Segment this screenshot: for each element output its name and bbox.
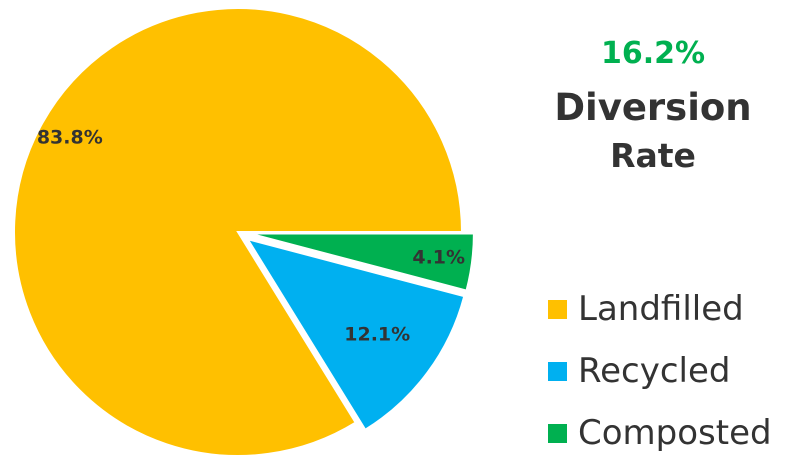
pie-slice-recycled <box>245 237 466 432</box>
legend-label-recycled: Recycled <box>578 351 731 391</box>
pie-label-recycled: 12.1% <box>344 324 410 346</box>
legend-item-recycled: Recycled <box>548 340 772 402</box>
legend-item-composted: Composted <box>548 402 772 464</box>
pie-slice-composted <box>249 232 475 292</box>
legend-item-landfilled: Landfilled <box>548 278 772 340</box>
legend-swatch-composted <box>548 423 567 443</box>
legend-label-composted: Composted <box>578 413 772 453</box>
legend-swatch-landfilled <box>548 299 567 319</box>
diversion-rate-value: 16.2% <box>600 36 706 71</box>
diversion-rate-title: Diversion <box>554 86 752 129</box>
legend: Landfilled Recycled Composted <box>548 278 772 464</box>
pie-slice-landfilled <box>13 7 464 457</box>
pie-label-composted: 4.1% <box>412 246 465 268</box>
pie-label-landfilled: 83.8% <box>37 127 103 149</box>
pie-chart: 83.8% 12.1% 4.1% <box>13 7 475 457</box>
diversion-rate-subtitle: Rate <box>610 136 696 175</box>
legend-label-landfilled: Landfilled <box>578 289 744 329</box>
legend-swatch-recycled <box>548 361 567 381</box>
